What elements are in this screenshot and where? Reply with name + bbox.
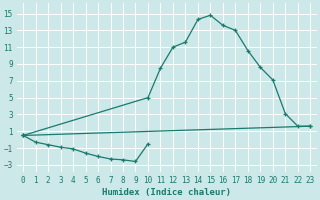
X-axis label: Humidex (Indice chaleur): Humidex (Indice chaleur): [102, 188, 231, 197]
